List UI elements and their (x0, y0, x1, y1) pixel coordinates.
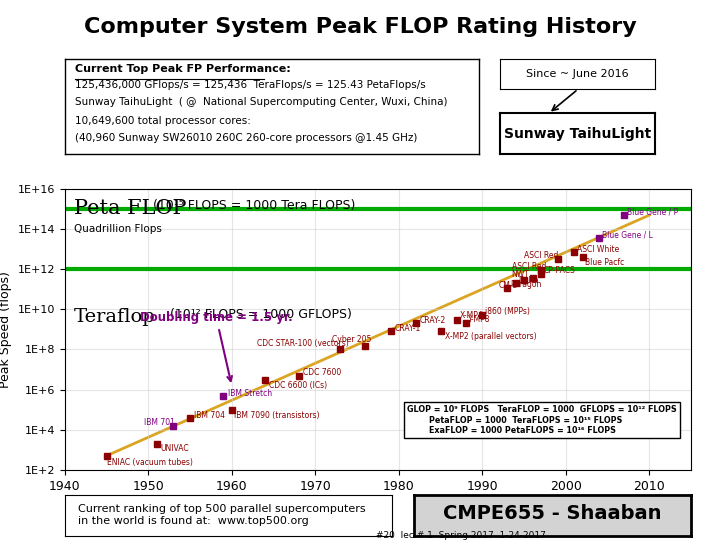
Text: 125,436,000 GFlops/s = 125,436  TeraFlops/s = 125.43 PetaFlops/s: 125,436,000 GFlops/s = 125,436 TeraFlops… (75, 80, 426, 90)
Text: ENIAC (vacuum tubes): ENIAC (vacuum tubes) (107, 458, 192, 467)
Text: IBM 704: IBM 704 (194, 411, 225, 420)
Text: Sunway TaihuLight  ( @  National Supercomputing Center, Wuxi, China): Sunway TaihuLight ( @ National Supercomp… (75, 97, 448, 107)
Text: CDC 6600 (ICs): CDC 6600 (ICs) (269, 381, 328, 390)
Text: (40,960 Sunway SW26010 260C 260-core processors @1.45 GHz): (40,960 Sunway SW26010 260C 260-core pro… (75, 133, 418, 143)
Text: Y-MP8: Y-MP8 (468, 315, 491, 324)
Text: (10¹² FLOPS = 1000 GFLOPS): (10¹² FLOPS = 1000 GFLOPS) (162, 308, 352, 321)
Text: Paragon: Paragon (510, 280, 541, 289)
Text: X-MP4: X-MP4 (460, 312, 484, 320)
Text: UNIVAC: UNIVAC (161, 444, 189, 453)
Text: Current ranking of top 500 parallel supercomputers
in the world is found at:  ww: Current ranking of top 500 parallel supe… (78, 504, 366, 526)
Text: X-MP2 (parallel vectors): X-MP2 (parallel vectors) (445, 333, 536, 341)
Text: Cyber 205: Cyber 205 (332, 335, 372, 345)
Text: CDC STAR-100 (vectors): CDC STAR-100 (vectors) (257, 339, 348, 348)
Text: #20  lec # 1  Spring 2017  1-24-2017: #20 lec # 1 Spring 2017 1-24-2017 (376, 531, 546, 540)
Text: Peta FLOP: Peta FLOP (74, 199, 186, 218)
Text: IBM 7090 (transistors): IBM 7090 (transistors) (234, 411, 320, 420)
Text: Current Top Peak FP Performance:: Current Top Peak FP Performance: (75, 64, 291, 74)
Text: Computer System Peak FLOP Rating History: Computer System Peak FLOP Rating History (84, 17, 636, 37)
Text: ASCI Red: ASCI Red (512, 262, 546, 271)
Text: Blue Gene / P: Blue Gene / P (627, 207, 678, 217)
Text: ASCI Red: ASCI Red (524, 251, 559, 260)
Text: IBM Stretch: IBM Stretch (228, 389, 271, 398)
Text: i860 (MPPs): i860 (MPPs) (485, 307, 530, 316)
Text: CP-PACS: CP-PACS (544, 266, 575, 275)
Text: CDC 7600: CDC 7600 (303, 368, 341, 377)
Text: CM-5: CM-5 (499, 281, 518, 290)
Text: Since ~ June 2016: Since ~ June 2016 (526, 69, 629, 79)
Text: Teraflop: Teraflop (74, 308, 156, 326)
Text: Delta: Delta (518, 276, 539, 285)
Y-axis label: Peak Speed (flops): Peak Speed (flops) (0, 271, 12, 388)
Text: ASCI White: ASCI White (577, 245, 619, 253)
Text: NWT: NWT (512, 271, 529, 279)
Text: Sunway TaihuLight: Sunway TaihuLight (504, 127, 652, 140)
Text: 10,649,600 total processor cores:: 10,649,600 total processor cores: (75, 116, 251, 126)
Text: Blue Pacfc: Blue Pacfc (585, 258, 624, 267)
Text: CRAY-1: CRAY-1 (395, 324, 421, 333)
Text: IBM 701: IBM 701 (144, 417, 175, 427)
Text: Quadrillion Flops: Quadrillion Flops (74, 224, 162, 234)
Text: CRAY-2: CRAY-2 (420, 316, 446, 325)
Text: Doubling time = 1.5 yr.: Doubling time = 1.5 yr. (140, 312, 293, 381)
Text: GLOP = 10⁹ FLOPS   TeraFLOP = 1000  GFLOPS = 10¹² FLOPS
        PetaFLOP = 1000 : GLOP = 10⁹ FLOPS TeraFLOP = 1000 GFLOPS … (408, 405, 677, 435)
Text: CMPE655 - Shaaban: CMPE655 - Shaaban (444, 504, 662, 523)
Text: Blue Gene / L: Blue Gene / L (602, 231, 653, 240)
Text: (10¹⁵ FLOPS = 1000 Tera FLOPS): (10¹⁵ FLOPS = 1000 Tera FLOPS) (149, 199, 356, 212)
